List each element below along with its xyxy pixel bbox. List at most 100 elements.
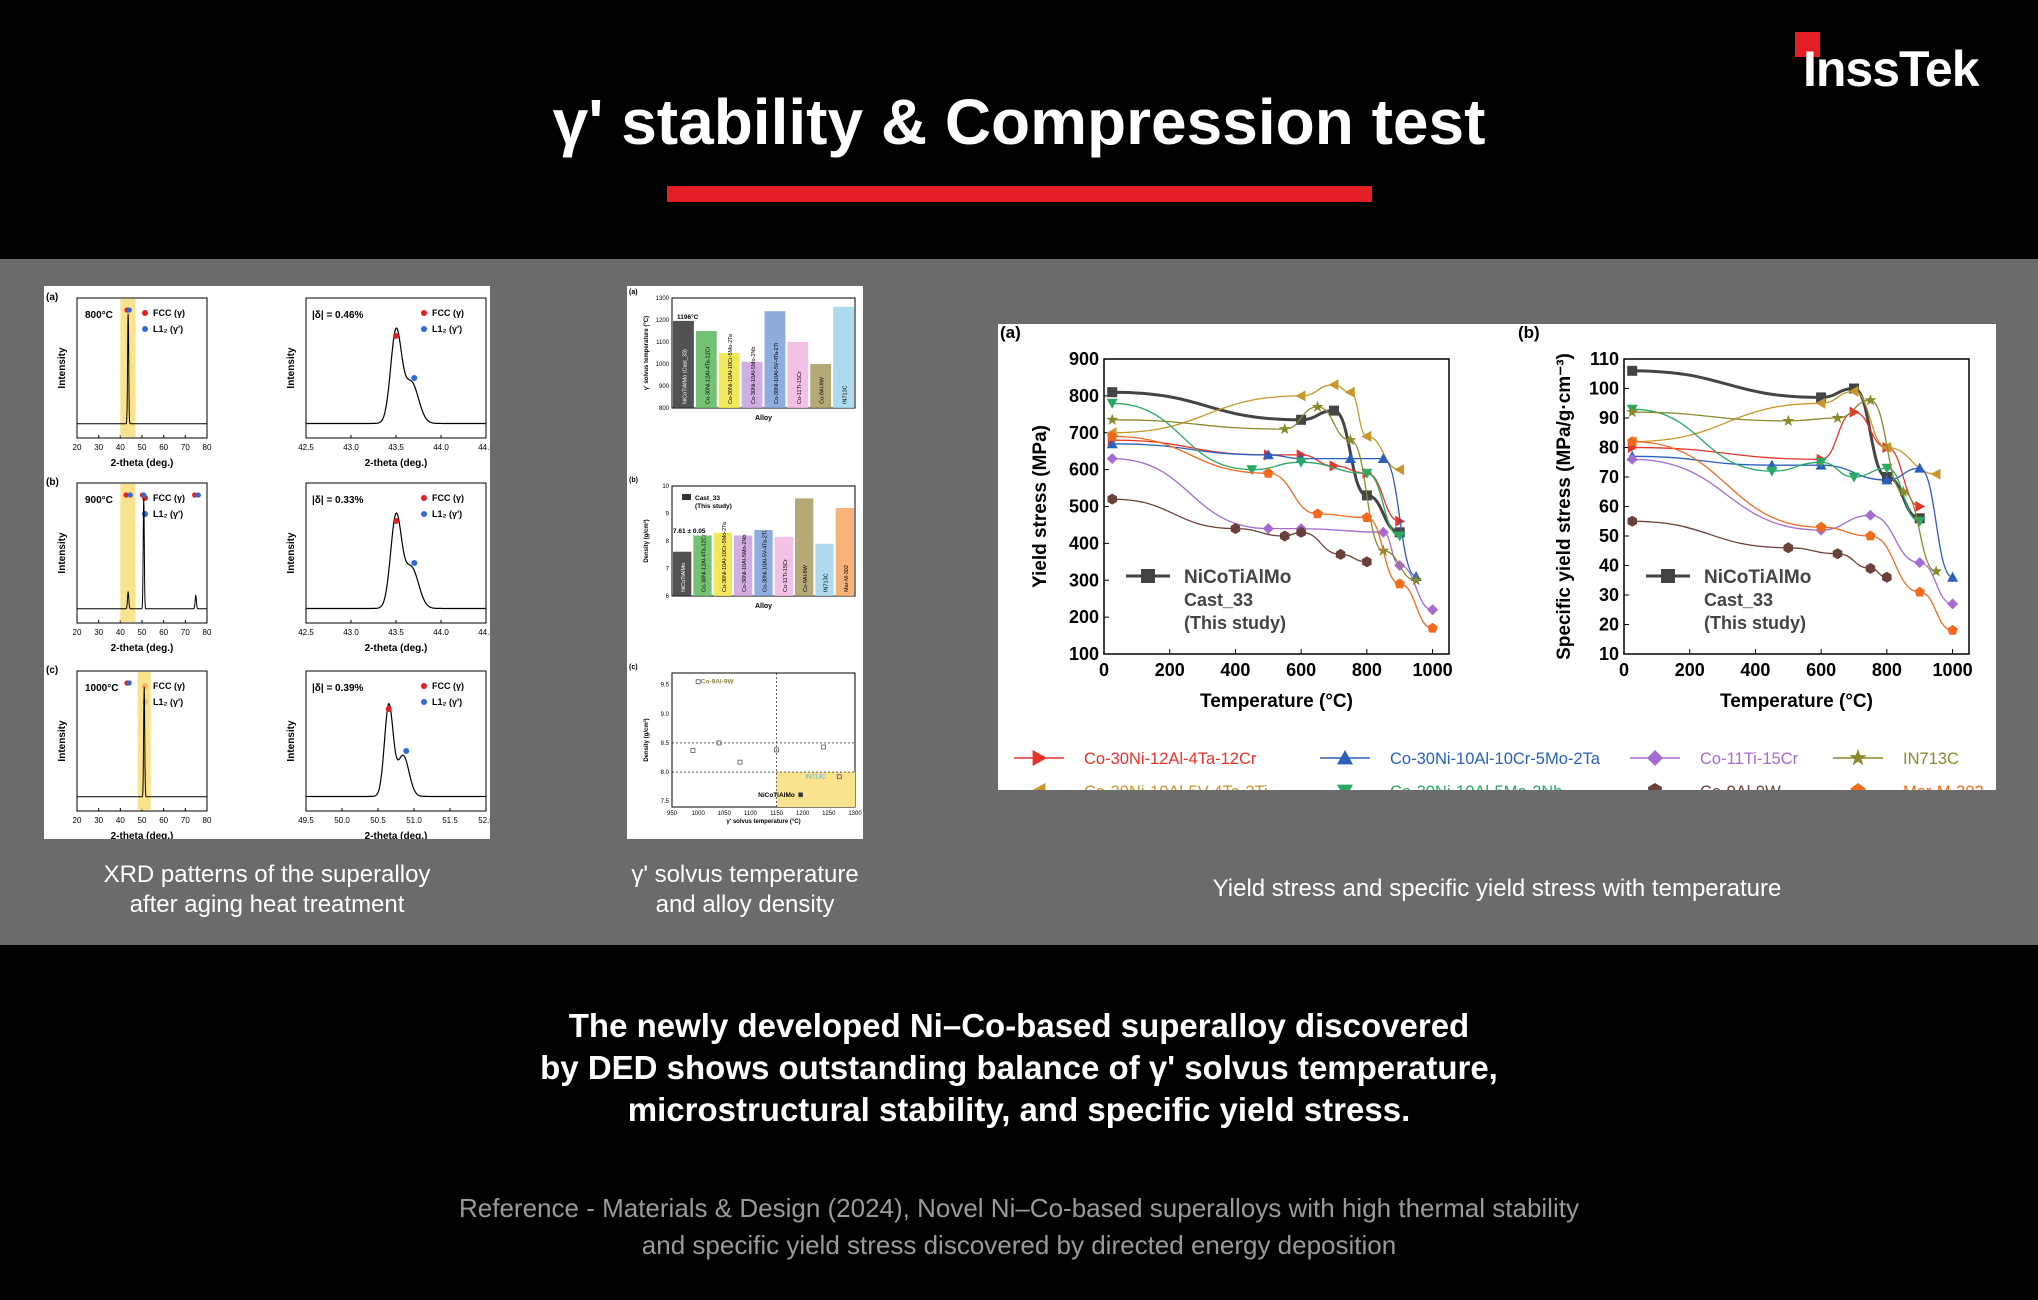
xrd-wide-pattern [77,686,207,798]
yield-ytick: 70 [1599,467,1619,487]
density-chart-bar-label: Co-30Ni-12Al-4Ta-12Cr [702,534,708,592]
l12-dot-icon [421,326,427,332]
yield-xlabel: Temperature (°C) [1200,691,1353,712]
xrd-zoom-pattern [306,512,486,610]
solvus-annotation: 1196°C [677,313,699,321]
scatter-point [798,792,804,798]
xrd-row-tag: (c) [46,665,58,676]
yield-ytick: 700 [1069,423,1099,443]
solvus-chart-ytick: 1300 [656,296,670,302]
l12-peak-dot-icon [127,492,133,498]
solvus-chart-bar [787,342,809,408]
yield-series-marker [1914,557,1926,569]
density-chart-bar-label: Co-11Ti-15Cr [783,559,789,592]
l12-dot-icon [142,511,148,517]
xrd-ylabel: Intensity [57,532,68,574]
yield-series-marker [1427,622,1438,633]
yield-series-marker [1295,390,1306,402]
xrd-legend-fcc: FCC (γ) [153,493,185,503]
yield-series-marker [1107,387,1118,398]
yield-series-line [1632,399,1937,573]
xrd-panel: (a) Intensity 2-theta (deg.) 20 30 40 50 60 70 80… [44,286,494,842]
density-chart-ytick: 6 [666,594,670,600]
xrd-temp-label: 900°C [85,495,113,506]
xrd-tick-label: 60 [159,443,168,452]
xrd-ylabel: Intensity [57,720,68,762]
yield-series-marker [1262,449,1274,460]
density-chart-bar [693,535,712,596]
solvus-chart-ytick: 1100 [656,340,670,346]
density-chart-bar [835,508,854,596]
xrd-legend-l12: L1₂ (γ') [153,324,183,334]
xrd-tick-label: 49.5 [298,816,314,825]
xrd-legend-l12: L1₂ (γ') [432,697,462,707]
fcc-peak-dot-icon [192,492,198,498]
yield-series-marker [1278,422,1291,435]
yield-series-marker [1815,397,1826,409]
solvus-chart-bar-label: Co-11Ti-15Cr [797,371,803,404]
xrd-xlabel: 2-theta (deg.) [111,643,174,654]
xrd-ylabel: Intensity [286,720,297,762]
scatter-xtick: 1000 [691,811,705,817]
study-legend-label3: (This study) [1704,613,1806,633]
density-legend-swatch [682,494,691,500]
yield-series-marker [1849,406,1860,418]
yield-ytick: 300 [1069,570,1099,590]
yield-series-marker [1263,467,1274,478]
scatter-ytick: 8.5 [661,741,670,747]
legend-label: Co-30Ni-10Al-5Mo-2Nb [1390,783,1562,790]
yield-series-marker [1107,430,1118,441]
scatter-point [690,748,696,753]
xrd-tick-label: 51.0 [406,816,422,825]
yield-series-marker [1865,530,1876,541]
logo-text: InssTek [1803,41,1979,97]
scatter-label-in713c: IN713C [805,775,826,781]
yield-series-marker [1930,565,1943,577]
yield-ytick: 900 [1069,349,1099,369]
xrd-tick-label: 44.0 [433,443,449,452]
xrd-figure: (a) Intensity 2-theta (deg.) 20 30 40 50 60 70 80… [46,292,494,842]
solvus-chart-bar [673,320,694,408]
solvus-chart-bar [718,353,740,408]
yield-caption: Yield stress and specific yield stress w… [1212,875,1782,902]
fcc-peak-dot-icon [385,706,392,712]
xrd-tick-label: 80 [203,816,212,825]
l12-peak-dot-icon [141,492,147,498]
xrd-delta-label: |δ| = 0.39% [312,683,364,694]
xrd-tick-label: 40 [116,443,125,452]
yield-series-marker [1783,542,1793,554]
yield-series-marker [1394,464,1405,476]
scatter-point [774,747,779,753]
study-legend-label1: NiCoTiAlMo [1704,567,1811,588]
yield-series-marker [1627,515,1637,527]
yield-series-marker [1377,453,1389,463]
xrd-tick-label: 50 [138,816,147,825]
yield-series-marker [1329,405,1339,416]
xrd-xlabel: 2-theta (deg.) [365,831,428,839]
yield-series-marker [1335,548,1346,560]
solvus-chart-bar [764,311,786,408]
xrd-tick-label: 70 [181,443,190,452]
yield-series-marker [1344,386,1355,398]
xrd-peak-highlight [137,672,151,810]
yield-series-marker [1915,501,1926,512]
logo-mark-icon [1795,32,1820,57]
xrd-tick-label: 20 [73,816,82,825]
page-title: γ' stability & Compression test [552,86,1486,158]
solvus-chart-tag: (a) [629,289,638,296]
reference-line1: Reference - Materials & Design (2024), N… [459,1193,1579,1223]
yield-series-marker [1865,562,1876,574]
yield-series-marker [1766,466,1778,477]
xrd-tick-label: 80 [203,628,212,637]
legend-label: Co-9Al-9W [1700,783,1781,790]
xrd-tick-label: 44.5 [478,443,490,452]
yield-ytick: 600 [1069,460,1099,480]
xrd-legend-fcc: FCC (γ) [153,681,185,691]
yield-xtick: 600 [1286,660,1316,680]
yield-xtick: 400 [1740,660,1770,680]
yield-series-marker [1782,414,1795,427]
solvus-caption-line2: and alloy density [655,891,835,918]
yield-series-line [1632,390,1937,475]
xrd-legend-l12: L1₂ (γ') [432,509,462,519]
density-chart-bar [673,551,692,596]
